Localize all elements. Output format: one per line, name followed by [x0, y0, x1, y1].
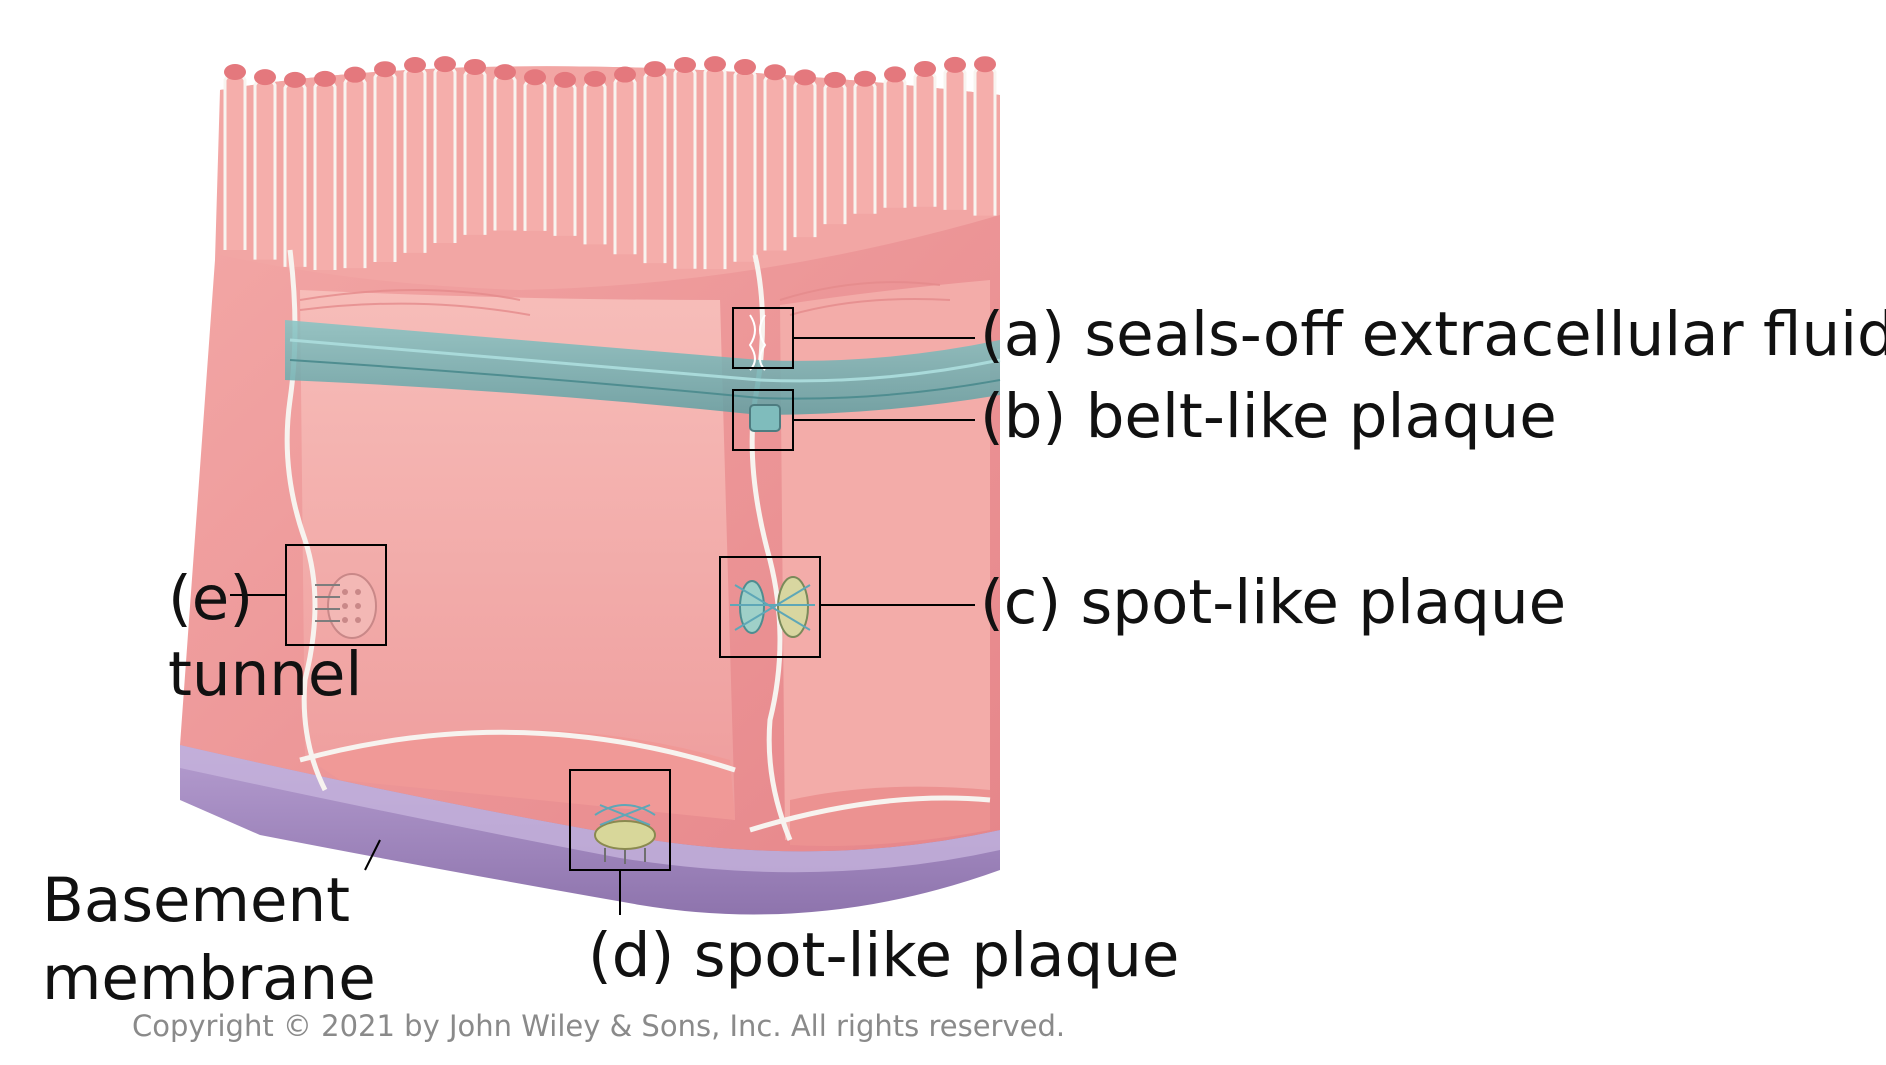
microvillus-tip	[464, 58, 486, 75]
microvillus-tip	[704, 56, 726, 73]
microvillus-tip	[614, 66, 636, 83]
microvillus-tip	[854, 70, 876, 87]
microvillus-tip	[494, 64, 516, 81]
microvillus	[703, 61, 727, 270]
microvillus	[973, 61, 997, 216]
microvillus-tip	[404, 57, 426, 74]
microvillus	[673, 62, 697, 269]
microvillus-tip	[524, 69, 546, 86]
microvillus	[763, 69, 787, 251]
microvillus	[223, 69, 247, 250]
microvillus	[553, 77, 577, 236]
microvillus-tip	[434, 56, 456, 73]
microvillus-tip	[224, 64, 246, 80]
label-basement-line1: Basement	[42, 865, 351, 936]
junction-details	[315, 314, 815, 864]
microvillus-tip	[284, 71, 306, 88]
label-e-word: tunnel	[168, 639, 363, 710]
microvillus	[463, 64, 487, 235]
microvillus	[403, 62, 427, 253]
label-e-letter: (e)	[168, 563, 254, 634]
leader-lines	[230, 337, 975, 915]
label-c: (c) spot-like plaque	[980, 567, 1567, 638]
microvillus-tip	[764, 64, 786, 81]
microvillus	[733, 64, 757, 262]
microvillus-tip	[794, 69, 816, 86]
microvillus	[943, 62, 967, 210]
microvillus-tip	[914, 60, 936, 77]
label-basement-line2: membrane	[42, 943, 376, 1014]
microvillus	[373, 66, 397, 262]
microvillus-tip	[374, 61, 396, 78]
microvillus	[823, 77, 847, 225]
box-c	[719, 556, 821, 658]
microvillus	[793, 74, 817, 238]
leader-basement	[364, 839, 381, 871]
microvillus	[583, 76, 607, 245]
microvillus-tip	[974, 56, 996, 73]
microvillus	[343, 72, 367, 269]
microvillus	[913, 66, 937, 207]
microvillus	[523, 74, 547, 231]
microvillus	[253, 74, 277, 260]
microvillus-tip	[644, 61, 666, 78]
microvillus	[493, 69, 517, 231]
belt-band	[285, 320, 1001, 415]
microvillus	[883, 71, 907, 208]
microvillus	[283, 77, 307, 267]
label-b: (b) belt-like plaque	[980, 381, 1557, 452]
microvillus-tip	[254, 69, 276, 86]
microvillus	[853, 76, 877, 214]
microvillus	[433, 61, 457, 243]
microvillus-tip	[734, 59, 756, 76]
label-a: (a) seals-off extracellular fluid	[980, 299, 1886, 370]
microvillus-tip	[674, 56, 696, 73]
microvillus-tip	[344, 66, 366, 83]
microvillus-tip	[884, 66, 906, 83]
microvillus	[643, 66, 667, 264]
copyright-notice: Copyright © 2021 by John Wiley & Sons, I…	[132, 1009, 1066, 1043]
microvillus-tip	[944, 56, 966, 73]
microvillus-tip	[314, 70, 336, 87]
filament-strands	[299, 281, 951, 316]
microvillus-tip	[824, 71, 846, 88]
microvilli	[223, 56, 997, 270]
microvillus-tip	[554, 71, 576, 88]
microvillus	[313, 76, 337, 270]
microvillus	[613, 72, 637, 255]
label-d: (d) spot-like plaque	[588, 920, 1180, 991]
microvillus-tip	[584, 70, 606, 87]
